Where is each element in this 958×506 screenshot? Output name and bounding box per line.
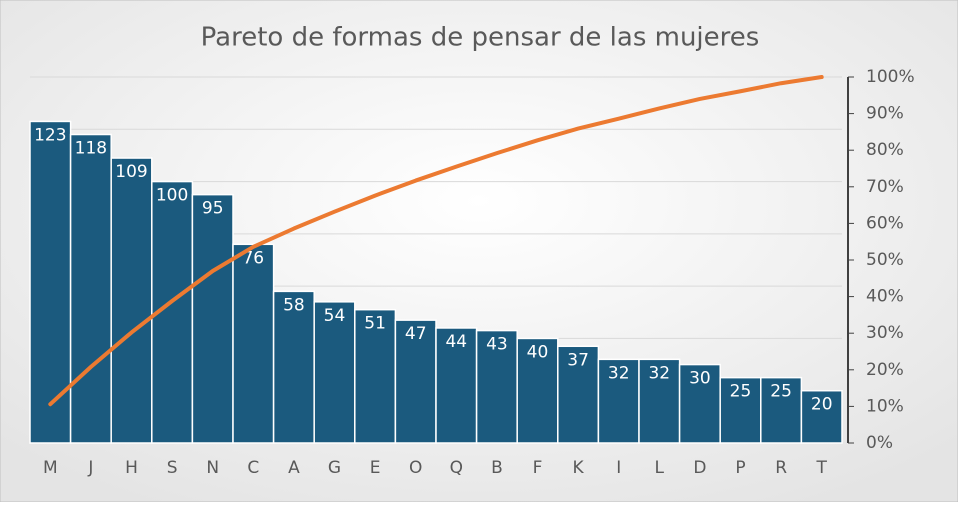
bar xyxy=(191,193,234,444)
x-tick-label: N xyxy=(206,458,219,478)
bar-value-label: 118 xyxy=(75,139,107,159)
x-tick-label: O xyxy=(409,458,422,478)
y2-tick-label: 10% xyxy=(866,396,904,416)
bar-value-label: 25 xyxy=(730,382,752,402)
x-tick-label: A xyxy=(288,458,300,478)
x-tick-label: K xyxy=(573,458,585,478)
bar-value-label: 25 xyxy=(770,382,792,402)
x-tick-label: R xyxy=(775,458,787,478)
bar xyxy=(69,133,112,444)
bar-value-label: 109 xyxy=(115,162,147,182)
bar-value-label: 76 xyxy=(242,248,264,268)
y2-tick-label: 80% xyxy=(866,140,904,160)
bar-value-label: 51 xyxy=(364,314,386,334)
y2-tick-label: 60% xyxy=(866,213,904,233)
cumulative-line xyxy=(48,75,824,407)
x-tick-label: J xyxy=(87,458,93,478)
x-tick-label: C xyxy=(247,458,259,478)
bar-value-label: 44 xyxy=(445,332,467,352)
chart-title: Pareto de formas de pensar de las mujere… xyxy=(201,23,760,53)
bar xyxy=(638,358,681,444)
bar xyxy=(313,301,356,444)
y2-tick-label: 30% xyxy=(866,323,904,343)
y2-tick-label: 100% xyxy=(866,67,915,87)
bar-value-label: 43 xyxy=(486,335,508,355)
x-tick-label: H xyxy=(125,458,138,478)
bar xyxy=(29,120,72,444)
bar-value-label: 40 xyxy=(527,342,549,362)
bar xyxy=(475,329,518,444)
bar xyxy=(760,376,803,444)
bar xyxy=(232,243,275,444)
bar-value-label: 20 xyxy=(811,395,833,415)
bar xyxy=(516,337,559,444)
y2-tick-label: 20% xyxy=(866,360,904,380)
bar xyxy=(597,358,640,444)
x-tick-label: I xyxy=(616,458,621,478)
bar-value-label: 37 xyxy=(567,350,589,370)
bar xyxy=(719,376,762,444)
bar-value-label: 32 xyxy=(608,363,630,383)
bar-value-label: 47 xyxy=(405,324,427,344)
bar xyxy=(354,308,397,444)
bar-value-label: 30 xyxy=(689,369,711,389)
y2-tick-label: 40% xyxy=(866,287,904,307)
bar xyxy=(800,389,843,444)
y2-tick-label: 70% xyxy=(866,177,904,197)
x-tick-label: Q xyxy=(450,458,463,478)
bar-value-label: 58 xyxy=(283,295,305,315)
y2-tick-label: 50% xyxy=(866,250,904,270)
bar-value-label: 32 xyxy=(648,363,670,383)
x-tick-label: M xyxy=(43,458,58,478)
x-tick-label: P xyxy=(735,458,745,478)
bar-value-label: 54 xyxy=(324,306,346,326)
bar xyxy=(435,327,478,444)
x-tick-label: B xyxy=(491,458,503,478)
y2-tick-label: 90% xyxy=(866,104,904,124)
x-tick-label: E xyxy=(370,458,381,478)
bar-value-label: 100 xyxy=(156,186,188,206)
bar xyxy=(678,363,721,444)
x-tick-label: L xyxy=(655,458,665,478)
bar xyxy=(110,157,153,444)
x-tick-label: G xyxy=(328,458,341,478)
bar xyxy=(272,290,315,444)
x-tick-label: S xyxy=(167,458,178,478)
y2-tick-label: 0% xyxy=(866,433,893,453)
bar-value-label: 123 xyxy=(34,125,66,145)
x-tick-label: D xyxy=(693,458,706,478)
bar-value-label: 95 xyxy=(202,199,224,219)
x-tick-label: F xyxy=(533,458,543,478)
x-tick-label: T xyxy=(816,458,828,478)
